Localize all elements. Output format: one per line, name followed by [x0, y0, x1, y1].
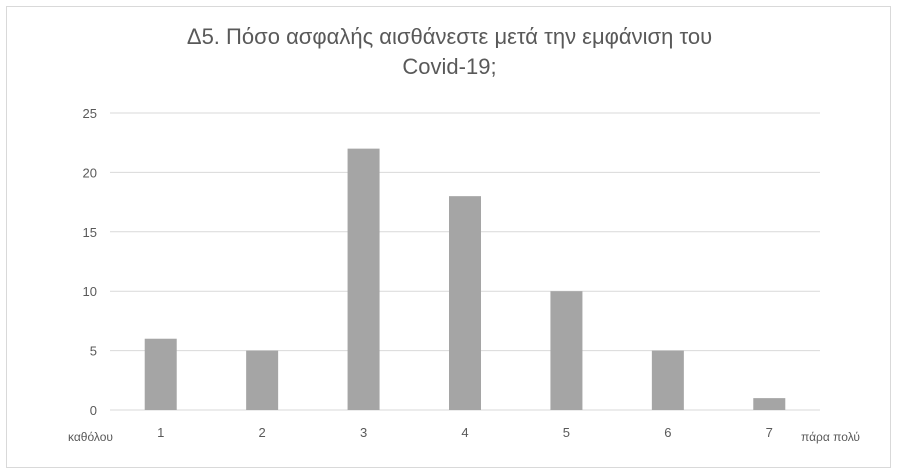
y-tick-label: 25: [83, 106, 97, 121]
y-tick-label: 0: [90, 403, 97, 418]
x-tick-label: 1: [157, 425, 164, 440]
y-tick-label: 15: [83, 225, 97, 240]
y-tick-label: 20: [83, 165, 97, 180]
x-tick-label: 7: [766, 425, 773, 440]
x-tick-label: 4: [461, 425, 468, 440]
y-tick-label: 5: [90, 344, 97, 359]
bar-6: [651, 350, 684, 410]
x-axis-low-label: καθόλου: [68, 430, 113, 444]
chart-title-line-2: Covid-19;: [402, 54, 497, 79]
y-tick-label: 10: [83, 284, 97, 299]
chart-title: Δ5. Πόσο ασφαλής αισθάνεστε μετά την εμφ…: [0, 22, 899, 82]
bar-2: [246, 350, 279, 410]
bar-7: [753, 398, 786, 410]
x-tick-label: 3: [360, 425, 367, 440]
bar-3: [347, 148, 380, 410]
x-tick-label: 6: [664, 425, 671, 440]
bar-1: [144, 338, 177, 410]
chart-title-line-1: Δ5. Πόσο ασφαλής αισθάνεστε μετά την εμφ…: [186, 24, 713, 49]
x-tick-label: 2: [259, 425, 266, 440]
x-tick-label: 5: [563, 425, 570, 440]
bar-4: [449, 196, 481, 410]
x-axis-high-label: πάρα πολύ: [801, 430, 860, 444]
bar-5: [550, 291, 583, 410]
